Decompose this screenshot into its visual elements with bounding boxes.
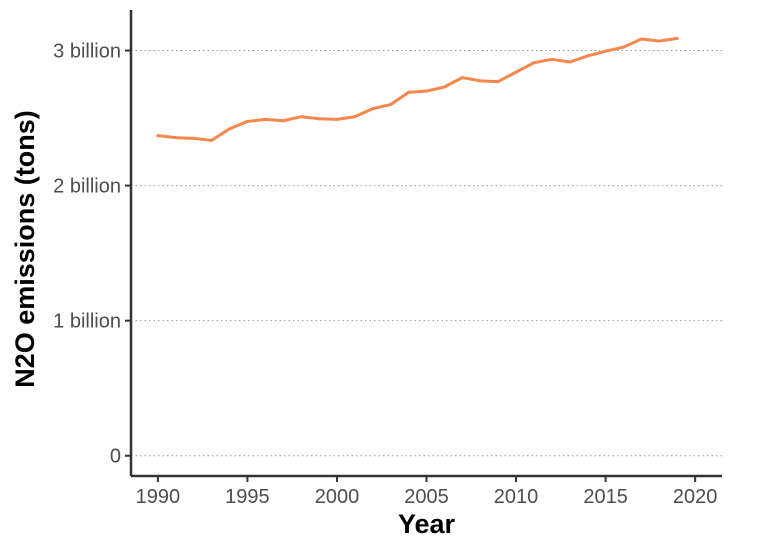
data-point <box>532 61 536 65</box>
x-tick-label: 2020 <box>673 486 718 508</box>
data-point <box>174 136 178 140</box>
x-axis-ticks: 1990 1995 2000 2005 2010 2015 2020 <box>136 476 718 508</box>
data-point <box>657 39 661 43</box>
series-line <box>156 36 679 142</box>
data-point <box>550 57 554 61</box>
data-point <box>586 54 590 58</box>
series-lines <box>156 36 679 142</box>
data-point <box>317 117 321 121</box>
axes <box>129 10 722 478</box>
data-point <box>210 138 213 142</box>
data-point <box>622 45 625 49</box>
data-point <box>514 70 518 74</box>
x-tick-label: 2010 <box>494 486 539 508</box>
data-point <box>604 49 607 53</box>
data-point <box>299 115 303 119</box>
y-tick-label: 3 billion <box>53 41 121 63</box>
data-point <box>263 118 267 121</box>
data-point <box>353 115 357 119</box>
data-point <box>460 76 464 79</box>
data-point <box>478 79 482 83</box>
y-tick-label: 2 billion <box>53 176 121 198</box>
y-tick-label: 0 <box>110 446 121 468</box>
y-tick-label: 1 billion <box>53 311 121 333</box>
data-point <box>425 89 428 93</box>
data-point <box>640 37 643 41</box>
x-tick-label: 2000 <box>315 486 360 508</box>
x-tick-label: 1990 <box>136 486 181 508</box>
data-point <box>443 85 446 89</box>
data-point <box>371 107 375 111</box>
data-point <box>228 127 231 131</box>
x-axis-title: Year <box>398 509 456 539</box>
data-point <box>246 120 249 123</box>
y-axis-ticks: 0 1 billion 2 billion 3 billion <box>53 41 131 468</box>
data-point <box>192 136 196 140</box>
data-point <box>675 36 679 40</box>
data-point <box>407 90 410 94</box>
data-point <box>496 80 500 83</box>
grid-lines <box>131 50 722 457</box>
y-axis-title: N2O emissions (tons) <box>10 110 40 388</box>
data-point <box>335 118 339 121</box>
x-tick-label: 1995 <box>225 486 270 508</box>
data-point <box>568 60 572 64</box>
data-point <box>281 119 285 123</box>
data-point <box>156 134 160 138</box>
x-tick-label: 2005 <box>404 486 449 508</box>
x-tick-label: 2015 <box>583 486 628 508</box>
data-point <box>389 103 393 106</box>
